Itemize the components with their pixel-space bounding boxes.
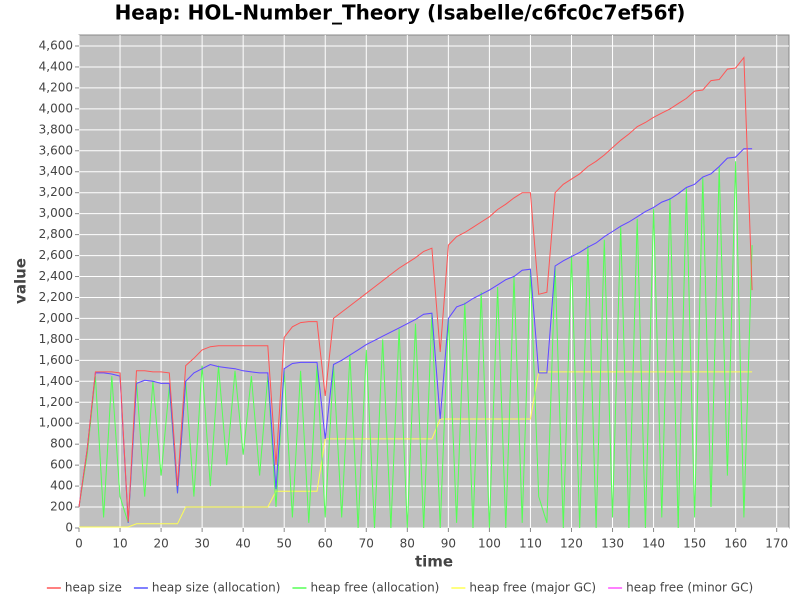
y-tick-label: 3,600 (39, 143, 73, 157)
y-tick-label: 3,000 (39, 206, 73, 220)
y-tick-label: 2,000 (39, 311, 73, 325)
y-tick-label: 0 (65, 521, 73, 535)
x-tick-label: 10 (112, 537, 127, 551)
x-tick-label: 70 (359, 537, 374, 551)
chart-title: Heap: HOL-Number_Theory (Isabelle/c6fc0c… (115, 1, 686, 25)
x-tick-label: 20 (153, 537, 168, 551)
y-tick-label: 1,000 (39, 416, 73, 430)
x-tick-label: 0 (75, 537, 83, 551)
x-tick-label: 140 (642, 537, 665, 551)
legend-label: heap size (allocation) (152, 581, 281, 595)
x-tick-label: 60 (318, 537, 333, 551)
x-tick-label: 130 (601, 537, 624, 551)
y-tick-label: 1,600 (39, 353, 73, 367)
x-tick-label: 110 (519, 537, 542, 551)
legend-label: heap free (major GC) (469, 581, 596, 595)
series-line (78, 161, 753, 529)
legend-label: heap free (minor GC) (626, 581, 753, 595)
y-tick-label: 4,600 (39, 39, 73, 53)
x-tick-label: 50 (277, 537, 292, 551)
y-tick-label: 4,000 (39, 101, 73, 115)
x-tick-label: 30 (194, 537, 209, 551)
x-tick-label: 160 (724, 537, 747, 551)
y-tick-label: 3,400 (39, 164, 73, 178)
legend-label: heap free (allocation) (310, 581, 439, 595)
y-tick-label: 600 (50, 458, 73, 472)
y-tick-label: 400 (50, 479, 73, 493)
x-tick-label: 100 (478, 537, 501, 551)
y-tick-label: 2,200 (39, 290, 73, 304)
x-tick-label: 120 (560, 537, 583, 551)
y-tick-label: 3,200 (39, 185, 73, 199)
y-tick-label: 1,200 (39, 395, 73, 409)
y-tick-label: 2,600 (39, 248, 73, 262)
y-tick-label: 3,800 (39, 122, 73, 136)
series-line (78, 148, 753, 523)
series-line (78, 56, 753, 522)
y-tick-label: 2,800 (39, 227, 73, 241)
y-tick-label: 1,400 (39, 374, 73, 388)
y-tick-label: 4,400 (39, 59, 73, 73)
y-tick-label: 1,800 (39, 332, 73, 346)
x-tick-label: 40 (236, 537, 251, 551)
x-tick-label: 80 (400, 537, 415, 551)
legend-label: heap size (65, 581, 122, 595)
y-tick-label: 2,400 (39, 269, 73, 283)
x-tick-label: 170 (765, 537, 788, 551)
series-line (79, 371, 753, 528)
x-tick-label: 150 (683, 537, 706, 551)
y-axis-label: value (12, 258, 30, 304)
x-axis-label: time (415, 553, 453, 571)
series-lines (78, 56, 753, 529)
x-tick-label: 90 (441, 537, 456, 551)
legend: heap size heap size (allocation) heap free… (46, 581, 753, 595)
y-tick-label: 4,200 (39, 80, 73, 94)
y-tick-label: 200 (50, 500, 73, 514)
y-tick-label: 800 (50, 437, 73, 451)
